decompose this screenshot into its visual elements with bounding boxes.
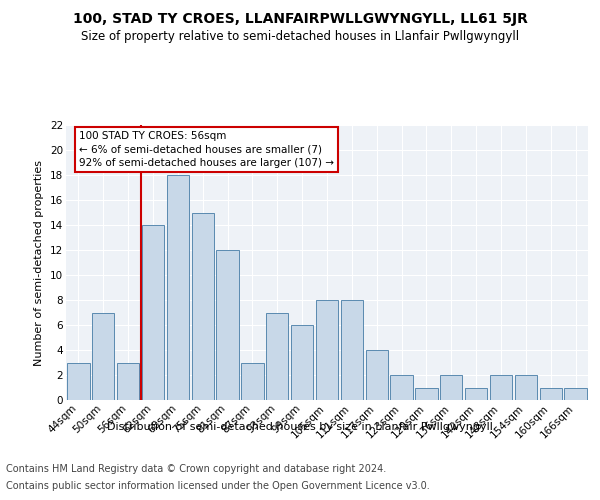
Text: Distribution of semi-detached houses by size in Llanfair Pwllgwyngyll: Distribution of semi-detached houses by … [107, 422, 493, 432]
Bar [241, 362, 263, 400]
Text: Contains HM Land Registry data © Crown copyright and database right 2024.: Contains HM Land Registry data © Crown c… [6, 464, 386, 474]
Bar [490, 375, 512, 400]
Text: Size of property relative to semi-detached houses in Llanfair Pwllgwyngyll: Size of property relative to semi-detach… [81, 30, 519, 43]
Bar [391, 375, 413, 400]
Text: Contains public sector information licensed under the Open Government Licence v3: Contains public sector information licen… [6, 481, 430, 491]
Bar [191, 212, 214, 400]
Text: 100, STAD TY CROES, LLANFAIRPWLLGWYNGYLL, LL61 5JR: 100, STAD TY CROES, LLANFAIRPWLLGWYNGYLL… [73, 12, 527, 26]
Y-axis label: Number of semi-detached properties: Number of semi-detached properties [34, 160, 44, 366]
Bar [440, 375, 463, 400]
Bar [266, 312, 289, 400]
Bar [465, 388, 487, 400]
Bar [341, 300, 363, 400]
Text: 100 STAD TY CROES: 56sqm
← 6% of semi-detached houses are smaller (7)
92% of sem: 100 STAD TY CROES: 56sqm ← 6% of semi-de… [79, 131, 334, 168]
Bar [117, 362, 139, 400]
Bar [515, 375, 537, 400]
Bar [217, 250, 239, 400]
Bar [92, 312, 115, 400]
Bar [67, 362, 89, 400]
Bar [316, 300, 338, 400]
Bar [167, 175, 189, 400]
Bar [142, 225, 164, 400]
Bar [565, 388, 587, 400]
Bar [291, 325, 313, 400]
Bar [415, 388, 437, 400]
Bar [365, 350, 388, 400]
Bar [539, 388, 562, 400]
